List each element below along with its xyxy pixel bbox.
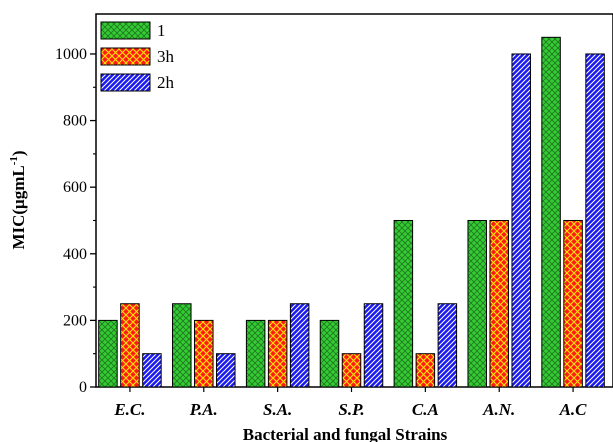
x-tick-label: A.N.	[482, 400, 515, 419]
bar-2h-ca	[437, 303, 458, 388]
bar-3h-pa	[194, 319, 214, 388]
bar-2h-ec	[142, 353, 162, 388]
x-axis: E.C. P.A. S.A. S.P. C.A A.N. A.C	[113, 387, 587, 419]
bar-3h-sa	[267, 319, 288, 388]
x-tick-label: S.P.	[338, 400, 364, 419]
x-axis-title: Bacterial and fungal Strains	[243, 425, 448, 442]
bar-1-ec	[98, 319, 118, 388]
legend-swatch-2h	[100, 73, 151, 92]
y-tick-label: 600	[63, 179, 87, 196]
bar-3h-an	[489, 219, 509, 388]
bar-3h-ca	[415, 353, 436, 388]
x-tick-label: A.C	[559, 400, 588, 419]
legend-label-1: 1	[157, 21, 166, 40]
bar-1-an	[467, 219, 487, 388]
bar-2h-pa	[216, 353, 236, 388]
bar-3h-ec	[120, 303, 140, 388]
y-tick-label: 0	[79, 379, 87, 396]
y-tick-label: 1000	[55, 46, 87, 63]
y-axis-title: MIC(μgmL-1)	[8, 150, 28, 249]
legend-swatch-3h	[100, 47, 151, 66]
bar-2h-an	[511, 53, 531, 388]
legend-swatch-1	[100, 21, 151, 40]
bar-1-sa	[245, 319, 266, 388]
bar-2h-sp	[363, 303, 384, 388]
legend-label-3h: 3h	[157, 47, 175, 66]
x-tick-label: E.C.	[113, 400, 145, 419]
bar-1-ca	[393, 219, 414, 388]
legend: 1 3h 2h	[100, 21, 175, 92]
y-tick-label: 200	[63, 312, 87, 329]
bars-group	[98, 36, 605, 388]
y-tick-label: 400	[63, 246, 87, 263]
bar-1-ac	[541, 36, 561, 388]
bar-2h-sa	[289, 303, 310, 388]
bar-1-sp	[319, 319, 340, 388]
x-tick-label: P.A.	[189, 400, 218, 419]
x-tick-label: S.A.	[263, 400, 292, 419]
bar-3h-ac	[563, 219, 583, 388]
bar-2h-ac	[585, 53, 605, 388]
bar-1-pa	[172, 303, 192, 388]
y-tick-label: 800	[63, 113, 87, 130]
x-tick-label: C.A	[412, 400, 439, 419]
y-axis: 0 200 400 600 800 1000	[55, 46, 96, 396]
legend-label-2h: 2h	[157, 73, 175, 92]
bar-3h-sp	[341, 353, 362, 388]
